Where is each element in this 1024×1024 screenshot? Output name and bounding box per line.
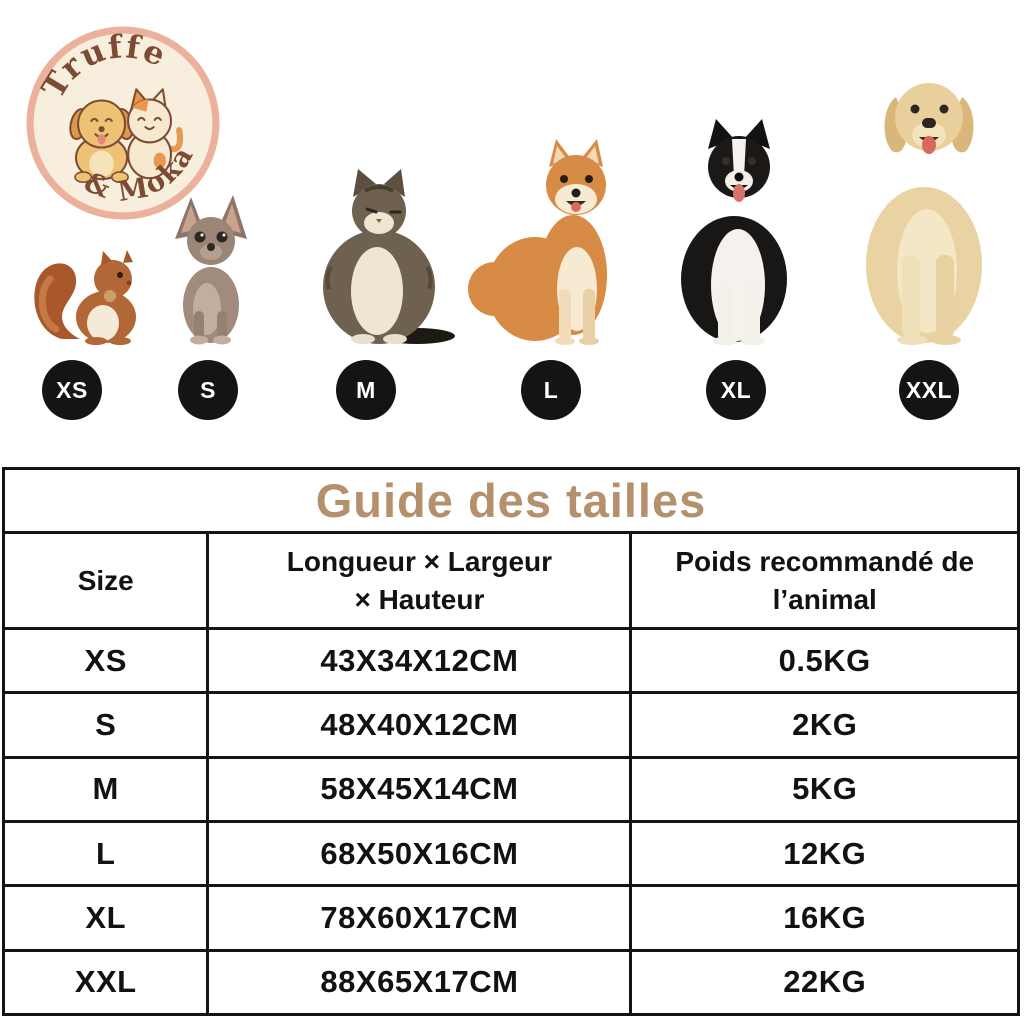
size-guide-title: Guide des tailles — [315, 474, 707, 527]
cell-dimensions: 68X50X16CM — [209, 822, 633, 885]
border-collie-image — [681, 119, 787, 345]
header-weight-line2: l’animal — [772, 583, 877, 615]
size-guide-table: Guide des tailles Size Longueur × Largeu… — [2, 467, 1020, 1016]
size-badge-xs: XS — [42, 360, 102, 420]
cell-weight: 16KG — [783, 899, 867, 935]
chihuahua-image — [175, 195, 247, 345]
cell-size: XL — [5, 887, 210, 949]
size-badge-label: XL — [720, 376, 752, 403]
golden-retriever-image — [866, 83, 982, 345]
size-badge-label: XXL — [905, 376, 953, 403]
table-row-l: L 68X50X16CM 12KG — [5, 822, 1017, 888]
cell-weight: 22KG — [783, 964, 867, 1000]
cell-size: S — [5, 694, 210, 756]
table-header-row: Size Longueur × Largeur × Hauteur Poids … — [5, 534, 1017, 630]
header-size-label: Size — [77, 564, 134, 596]
table-row-m: M 58X45X14CM 5KG — [5, 758, 1017, 823]
header-dimensions-line2: × Hauteur — [354, 583, 485, 615]
cell-weight: 5KG — [792, 771, 858, 807]
header-dimensions: Longueur × Largeur × Hauteur — [209, 534, 633, 627]
cell-size: M — [5, 758, 210, 820]
cell-weight: 0.5KG — [778, 642, 871, 678]
cell-dimensions: 48X40X12CM — [209, 694, 633, 756]
size-badge-l: L — [521, 360, 581, 420]
cell-dimensions: 78X60X17CM — [209, 887, 633, 949]
size-badge-s: S — [178, 360, 238, 420]
size-badge-label: L — [543, 376, 559, 403]
dog-mascot-illustration — [69, 99, 134, 183]
header-weight-line1: Poids recommandé de — [675, 545, 975, 577]
brand-logo: Truffe & Moka — [25, 10, 220, 224]
cell-weight: 12KG — [783, 835, 867, 871]
cat-mascot-illustration — [127, 88, 184, 180]
size-badge-label: XS — [56, 376, 88, 403]
header-dimensions-line1: Longueur × Largeur — [286, 545, 553, 577]
header-size: Size — [5, 534, 210, 627]
size-guide-title-row: Guide des tailles — [5, 470, 1017, 534]
table-row-s: S 48X40X12CM 2KG — [5, 694, 1017, 759]
size-badge-xxl: XXL — [899, 360, 959, 420]
cell-dimensions: 43X34X12CM — [209, 630, 633, 692]
brand-logo-graphic: Truffe & Moka — [25, 10, 220, 224]
cat-image — [323, 169, 455, 344]
size-badge-label: M — [356, 376, 376, 403]
cell-size: XXL — [5, 951, 210, 1013]
table-row-xxl: XXL 88X65X17CM 22KG — [5, 951, 1017, 1013]
size-badge-xl: XL — [706, 360, 766, 420]
size-badge-m: M — [336, 360, 396, 420]
cell-size: L — [5, 822, 210, 885]
cell-weight: 2KG — [792, 706, 858, 742]
header-weight: Poids recommandé de l’animal — [632, 534, 1017, 627]
cell-dimensions: 58X45X14CM — [209, 758, 633, 820]
size-badge-label: S — [200, 376, 216, 403]
table-row-xl: XL 78X60X17CM 16KG — [5, 887, 1017, 952]
squirrel-image — [34, 250, 136, 345]
shiba-inu-image — [468, 139, 607, 345]
cell-dimensions: 88X65X17CM — [209, 951, 633, 1013]
cell-size: XS — [5, 630, 210, 692]
table-row-xs: XS 43X34X12CM 0.5KG — [5, 630, 1017, 695]
